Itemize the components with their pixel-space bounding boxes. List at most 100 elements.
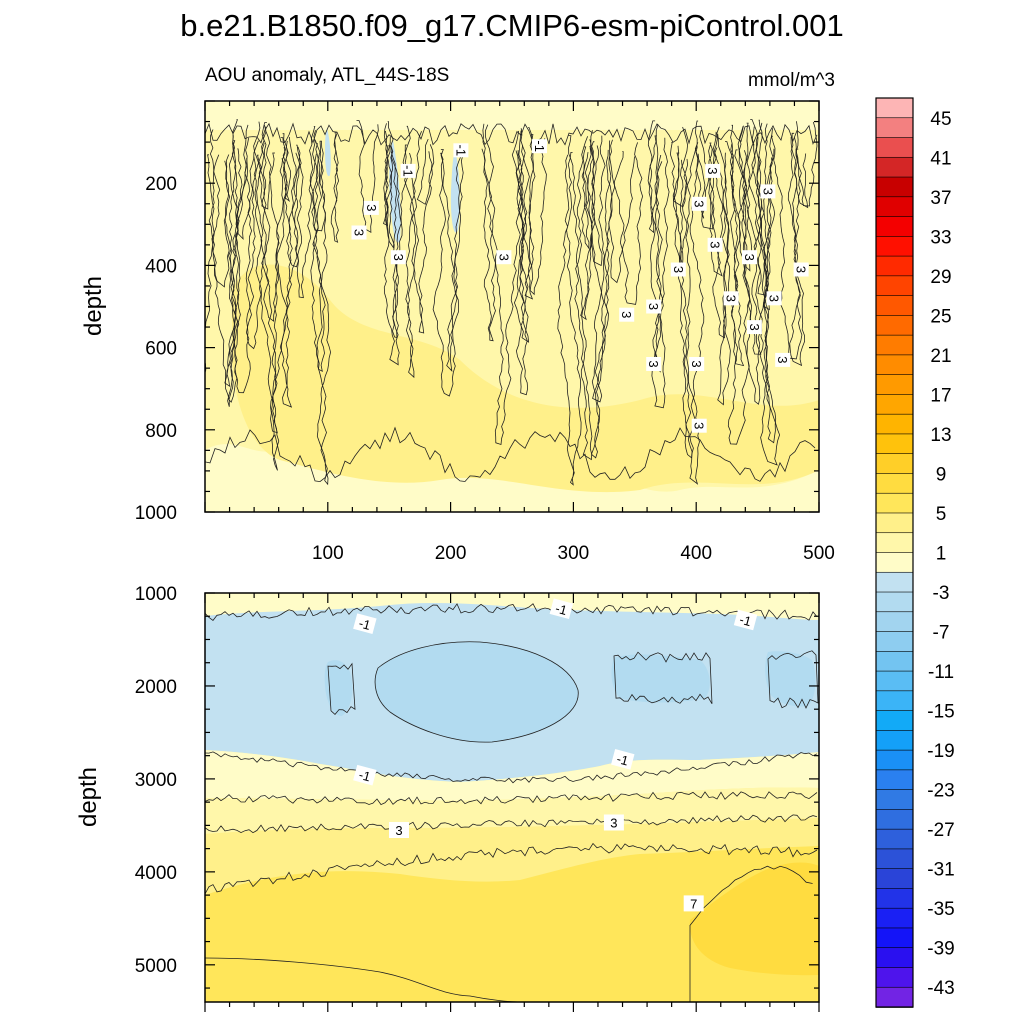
- upper-contour-streak: [256, 143, 286, 322]
- lower-band-positive-3: [205, 846, 819, 1002]
- contour-label-text: 3: [760, 188, 775, 195]
- colorbar-label: -11: [928, 662, 954, 683]
- upper-contour-deep: [205, 426, 816, 483]
- lower-plot-frame: [204, 592, 820, 1003]
- lower-y-tick-label: 1000: [135, 584, 177, 605]
- colorbar-swatch: [875, 512, 914, 534]
- colorbar-swatch: [875, 255, 914, 277]
- colorbar-swatch: [875, 986, 914, 1008]
- colorbar-label: -43: [927, 978, 954, 999]
- upper-contour-streak: [224, 154, 248, 388]
- contour-label-box: [775, 352, 791, 367]
- colorbar-label: 21: [930, 346, 951, 367]
- upper-field-low-pocket-2: [450, 150, 460, 233]
- lower-contour-label: -1: [733, 609, 758, 631]
- upper-contour-streak: [568, 135, 596, 321]
- upper-contour-streak: [330, 132, 340, 243]
- lower-contour-minus1-upper: [205, 603, 818, 621]
- upper-contour-streak: [713, 147, 731, 406]
- upper-panel: 200 400 600 800 1000 100 200 300 400 500 depth -…: [80, 100, 835, 564]
- colorbar-swatch: [875, 631, 914, 653]
- upper-contour-streak: [295, 152, 317, 299]
- contour-label-box: [691, 418, 707, 433]
- contour-label-text: 3: [671, 266, 686, 273]
- contour-label-text: -1: [532, 140, 547, 152]
- upper-x-tick-label: 400: [680, 543, 712, 564]
- contour-label-box: [390, 250, 406, 265]
- colorbar-swatch: [875, 413, 914, 435]
- lower-contour-label: 3: [603, 814, 624, 831]
- upper-contour-label: 3: [670, 262, 686, 277]
- upper-contour-label: 3: [746, 320, 762, 335]
- lower-y-tick-label: 4000: [135, 863, 177, 884]
- colorbar-swatch: [875, 611, 914, 633]
- contour-label-text: 3: [775, 356, 790, 363]
- upper-contour-label: 3: [707, 237, 723, 252]
- lower-contour-3: [205, 814, 818, 834]
- upper-x-tick-label: 200: [435, 543, 467, 564]
- upper-contour-streak: [649, 135, 670, 409]
- lower-contour-1: [205, 791, 818, 806]
- colorbar-swatch: [875, 394, 914, 415]
- contour-label-text: 3: [742, 254, 757, 261]
- contour-label-box: [746, 320, 762, 335]
- colorbar-swatch: [875, 473, 914, 495]
- units-label: mmol/m^3: [748, 70, 835, 91]
- upper-contour-streak: [383, 145, 398, 249]
- lower-contour-minus3: [374, 641, 579, 743]
- upper-contour-label: -1: [453, 143, 469, 158]
- upper-contour-streak: [679, 120, 699, 266]
- colorbar-label: 5: [936, 504, 947, 525]
- contour-label-text: -1: [738, 612, 753, 629]
- upper-contour-label: 3: [646, 357, 662, 371]
- upper-contour-label: 3: [775, 352, 791, 367]
- upper-contour-labels: -1 -1 -1 3 3 3 3 3 3 3 3 3 3 3 3 3 3 3 3 3 3 3 3: [351, 139, 809, 433]
- colorbar-swatch: [875, 137, 914, 159]
- colorbar-swatch: [875, 552, 914, 574]
- colorbar-swatch: [875, 433, 914, 455]
- upper-contour-streak: [727, 149, 753, 445]
- contour-label-box: [793, 262, 809, 277]
- upper-x-tick-label: 500: [803, 543, 835, 564]
- colorbar-label: -15: [927, 702, 954, 723]
- contour-label-box: [723, 291, 739, 306]
- contour-label-text: -1: [401, 165, 416, 177]
- colorbar-swatches: [875, 97, 914, 1008]
- colorbar-label: -35: [927, 899, 954, 920]
- upper-y-tick-label: 200: [145, 174, 177, 195]
- upper-contour-label: 3: [760, 184, 776, 199]
- colorbar-label: 41: [930, 148, 951, 169]
- upper-contour-label: 3: [351, 225, 367, 240]
- contour-label-text: -1: [357, 615, 372, 632]
- lower-band-negative-core-right: [765, 651, 816, 707]
- contour-label-text: 3: [689, 360, 704, 367]
- upper-field-deep-band: [205, 435, 819, 512]
- lower-contour-label: -1: [549, 598, 574, 620]
- upper-contour-streak: [269, 152, 293, 471]
- colorbar-swatch: [875, 730, 914, 751]
- lower-contour-minus1-lower: [205, 751, 818, 784]
- upper-contour-streak: [517, 145, 530, 343]
- upper-contour-streak: [787, 132, 806, 367]
- contour-label-box: [760, 184, 776, 199]
- upper-contour-label: -1: [532, 139, 547, 154]
- colorbar-swatch: [875, 117, 914, 139]
- lower-contour-minus3-pocket: [767, 650, 819, 709]
- upper-contour-streak: [416, 139, 435, 205]
- upper-contour-streak: [795, 121, 818, 207]
- colorbar-swatch: [875, 453, 914, 475]
- colorbar-label: 29: [930, 267, 951, 288]
- colorbar-swatch: [875, 571, 914, 593]
- upper-contour-streak: [581, 146, 590, 250]
- contour-label-text: 3: [610, 816, 617, 831]
- colorbar-swatch: [875, 789, 914, 811]
- colorbar-label: 9: [936, 465, 947, 486]
- contour-label-text: 3: [395, 823, 402, 838]
- colorbar-swatch: [875, 591, 914, 613]
- colorbar-swatch: [875, 97, 914, 119]
- contour-label-text: -1: [357, 767, 372, 784]
- upper-contour-streak: [440, 149, 464, 372]
- colorbar-label: -3: [933, 583, 950, 604]
- upper-x-tick-labels: 100 200 300 400 500: [312, 543, 835, 564]
- upper-contour-streak: [795, 148, 809, 209]
